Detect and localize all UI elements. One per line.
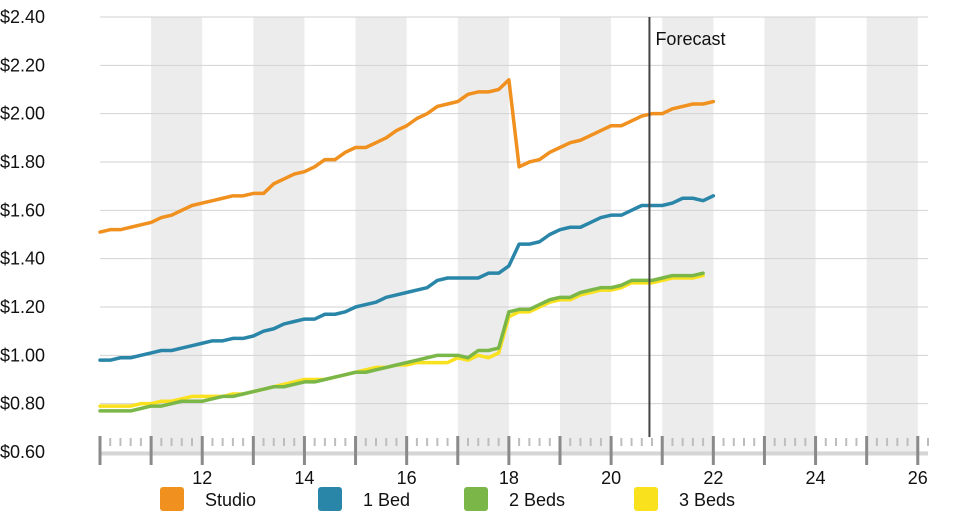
series-lines: [98, 78, 716, 413]
x-tick-label: 18: [499, 468, 519, 488]
x-tick-label: 20: [601, 468, 621, 488]
legend-swatch-1-bed: [318, 487, 342, 511]
y-tick-label: $2.20: [0, 55, 45, 75]
x-tick-label: 24: [806, 468, 826, 488]
x-axis: 12 14 16 18 20 22 24 26: [98, 436, 929, 488]
legend-label-studio: Studio: [205, 490, 256, 510]
background-band: [457, 17, 509, 452]
background-bands: [151, 17, 918, 452]
forecast-label: Forecast: [655, 29, 725, 49]
y-tick-label: $1.00: [0, 345, 45, 365]
legend-swatch-studio: [160, 487, 184, 511]
series-line-1-bed: [98, 194, 716, 362]
y-tick-label: $0.80: [0, 394, 45, 414]
background-band: [662, 17, 714, 452]
background-band: [151, 17, 203, 452]
x-tick-label: 16: [397, 468, 417, 488]
background-band: [560, 17, 612, 452]
background-band: [355, 17, 407, 452]
background-band: [253, 17, 305, 452]
y-tick-label: $1.20: [0, 297, 45, 317]
legend-label-2-beds: 2 Beds: [509, 490, 565, 510]
y-tick-label: $0.60: [0, 442, 45, 462]
series-line-studio: [98, 78, 716, 234]
background-band: [764, 17, 816, 452]
legend-swatch-2-beds: [464, 487, 488, 511]
y-axis-labels: $2.40 $2.20 $2.00 $1.80 $1.60 $1.40 $1.20 $1.00…: [0, 7, 45, 462]
y-tick-label: $1.80: [0, 152, 45, 172]
forecast-marker: Forecast: [648, 17, 725, 437]
legend: Studio 1 Bed 2 Beds 3 Beds: [160, 487, 735, 511]
x-tick-label: 12: [192, 468, 212, 488]
x-tick-label: 22: [703, 468, 723, 488]
background-band: [866, 17, 918, 452]
series-line-2-beds: [98, 271, 705, 413]
y-tick-label: $1.60: [0, 200, 45, 220]
legend-swatch-3-beds: [634, 487, 658, 511]
y-tick-label: $1.40: [0, 249, 45, 269]
x-tick-label: 14: [294, 468, 314, 488]
legend-label-3-beds: 3 Beds: [679, 490, 735, 510]
x-tick-label: 26: [908, 468, 928, 488]
y-tick-label: $2.00: [0, 104, 45, 124]
y-tick-label: $2.40: [0, 7, 45, 27]
legend-label-1-bed: 1 Bed: [363, 490, 410, 510]
